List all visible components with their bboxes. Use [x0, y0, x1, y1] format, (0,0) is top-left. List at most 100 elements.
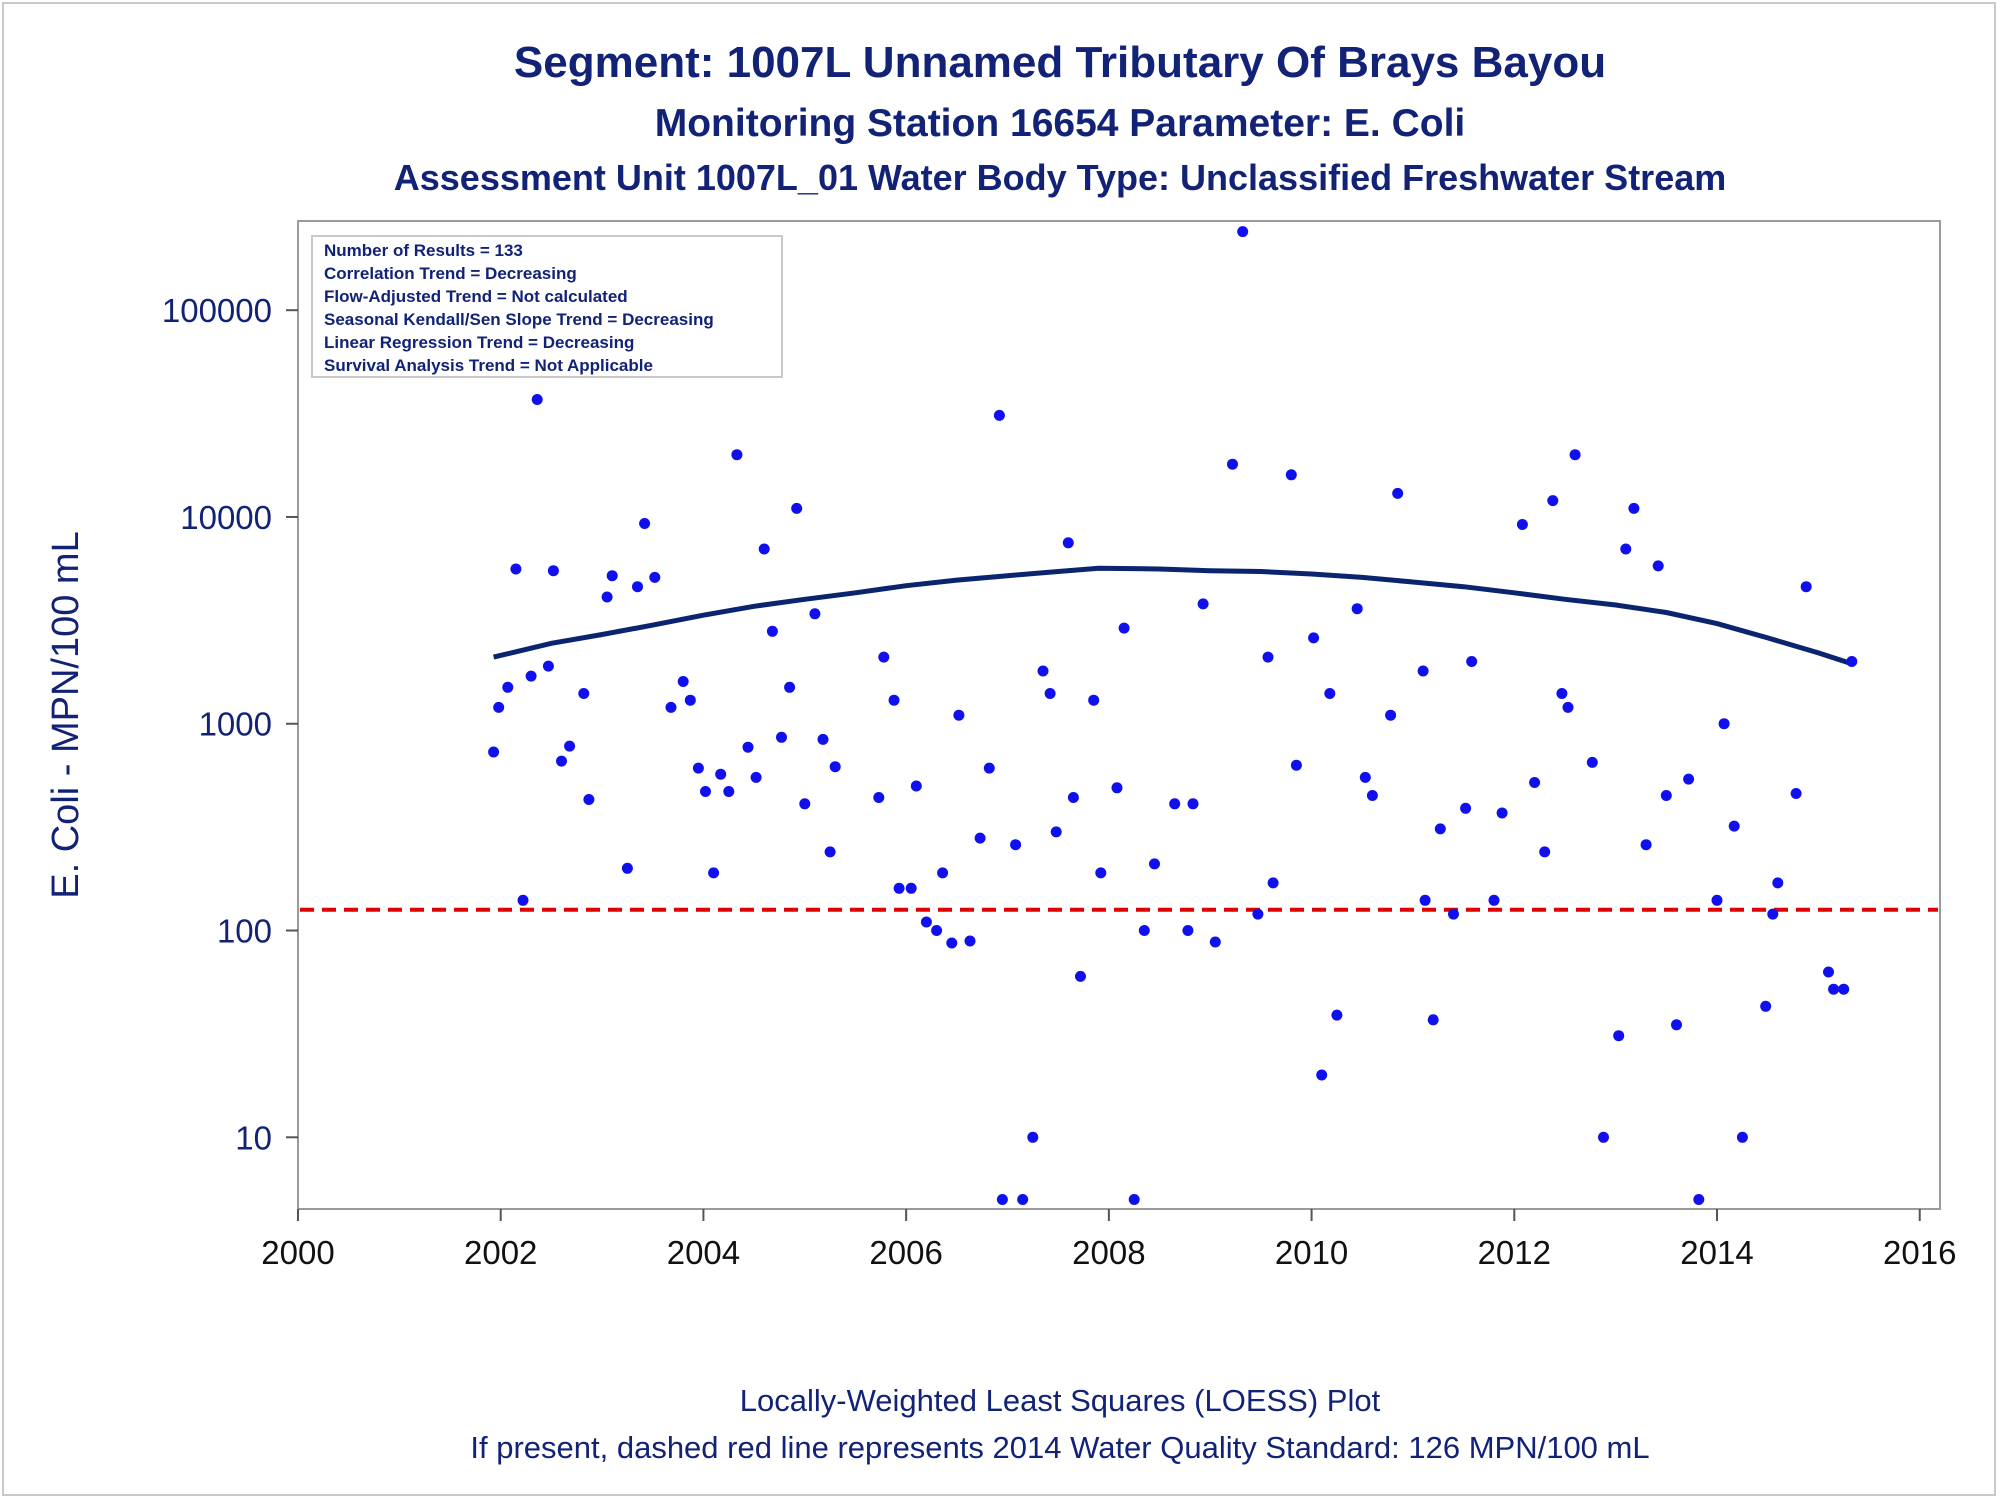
- data-point: [910, 780, 922, 792]
- data-point: [1267, 877, 1279, 889]
- data-point: [1075, 970, 1086, 982]
- footnote-loess: Locally-Weighted Least Squares (LOESS) P…: [739, 1383, 1381, 1418]
- data-point: [1067, 792, 1079, 803]
- data-point: [700, 786, 711, 797]
- data-point: [731, 449, 743, 461]
- data-point: [542, 660, 554, 672]
- data-point: [817, 733, 829, 745]
- data-point: [1187, 798, 1199, 810]
- data-point: [1586, 756, 1598, 768]
- data-point: [684, 694, 696, 706]
- data-point: [905, 882, 917, 894]
- data-point: [639, 518, 651, 529]
- data-point: [1027, 1131, 1039, 1143]
- data-point: [493, 701, 505, 713]
- x-tick-label: 2004: [667, 1234, 740, 1271]
- x-tick-label: 2006: [869, 1234, 942, 1271]
- data-point: [1613, 1030, 1625, 1042]
- data-point: [1823, 966, 1834, 978]
- data-point: [1050, 826, 1062, 838]
- data-point: [1308, 632, 1320, 644]
- data-point: [547, 565, 559, 577]
- data-point: [1547, 495, 1559, 507]
- data-point: [799, 798, 811, 810]
- data-point: [920, 916, 932, 928]
- data-point: [1149, 858, 1160, 870]
- footnote-standard: If present, dashed red line represents 2…: [470, 1430, 1650, 1465]
- loess-line: [493, 565, 1853, 667]
- data-point: [1598, 1131, 1609, 1143]
- data-points: [488, 226, 1858, 1205]
- data-point: [1539, 846, 1551, 858]
- data-point: [1392, 487, 1404, 499]
- data-point: [1262, 651, 1274, 663]
- data-point: [1331, 1009, 1343, 1021]
- x-tick-label: 2000: [261, 1234, 334, 1271]
- data-point: [1351, 603, 1363, 615]
- data-point: [953, 709, 965, 721]
- data-point: [791, 502, 803, 514]
- data-point: [1366, 790, 1378, 801]
- data-point: [878, 651, 890, 663]
- legend-line-survival: Survival Analysis Trend = Not Applicable: [324, 356, 653, 375]
- data-point: [564, 740, 576, 752]
- data-point: [824, 846, 836, 858]
- data-point: [1640, 839, 1652, 851]
- legend-border: [311, 235, 783, 378]
- data-point: [1448, 908, 1459, 920]
- chart-subtitle-station: Monitoring Station 16654 Parameter: E. C…: [654, 102, 1466, 145]
- data-point: [1037, 665, 1049, 677]
- data-point: [873, 792, 885, 803]
- data-point: [1628, 502, 1640, 514]
- data-point: [502, 681, 514, 693]
- y-tick-label: 10000: [180, 499, 272, 536]
- chart-title: Segment: 1007L Unnamed Tributary Of Bray…: [513, 38, 1607, 87]
- data-point: [1111, 782, 1123, 794]
- data-point: [531, 394, 543, 405]
- data-point: [1828, 983, 1840, 995]
- legend-line-correlation: Correlation Trend = Decreasing: [324, 264, 577, 283]
- data-point: [578, 688, 590, 699]
- data-point: [649, 571, 661, 583]
- data-point: [1620, 543, 1632, 555]
- data-point: [893, 882, 905, 894]
- data-point: [809, 608, 821, 620]
- data-point: [1496, 807, 1508, 819]
- data-point: [888, 694, 900, 706]
- data-point: [1728, 820, 1740, 832]
- data-point: [601, 591, 613, 603]
- data-point: [983, 762, 995, 774]
- plot-area: [297, 220, 1941, 1210]
- data-point: [1529, 777, 1541, 788]
- data-point: [525, 670, 537, 682]
- data-point: [1516, 519, 1528, 530]
- data-point: [510, 563, 522, 575]
- data-point: [677, 676, 689, 687]
- data-point: [1285, 469, 1297, 481]
- data-point: [742, 741, 754, 753]
- data-point: [996, 1194, 1008, 1205]
- data-point: [1838, 983, 1850, 995]
- data-point: [665, 701, 677, 713]
- data-point: [1427, 1014, 1439, 1026]
- data-point: [758, 543, 770, 555]
- y-axis: 10 100 1000 10000 100000: [162, 292, 298, 1156]
- x-axis: 2000 2002 2004 2006 2008 2010 2012 2014 2016: [261, 1209, 1956, 1271]
- data-point: [829, 761, 841, 773]
- data-point: [1169, 798, 1181, 810]
- data-point: [1316, 1069, 1328, 1081]
- data-point: [715, 768, 727, 780]
- data-point: [621, 862, 633, 874]
- data-point: [946, 937, 958, 949]
- data-point: [1562, 701, 1574, 713]
- y-tick-label: 1000: [199, 706, 272, 743]
- data-point: [1711, 894, 1723, 906]
- x-tick-label: 2016: [1883, 1234, 1956, 1271]
- y-axis-label: E. Coli - MPN/100 mL: [45, 531, 87, 898]
- data-point: [776, 731, 787, 743]
- data-point: [1718, 718, 1730, 730]
- x-tick-label: 2008: [1072, 1234, 1145, 1271]
- x-tick-label: 2012: [1478, 1234, 1551, 1271]
- y-tick-label: 100: [217, 913, 272, 950]
